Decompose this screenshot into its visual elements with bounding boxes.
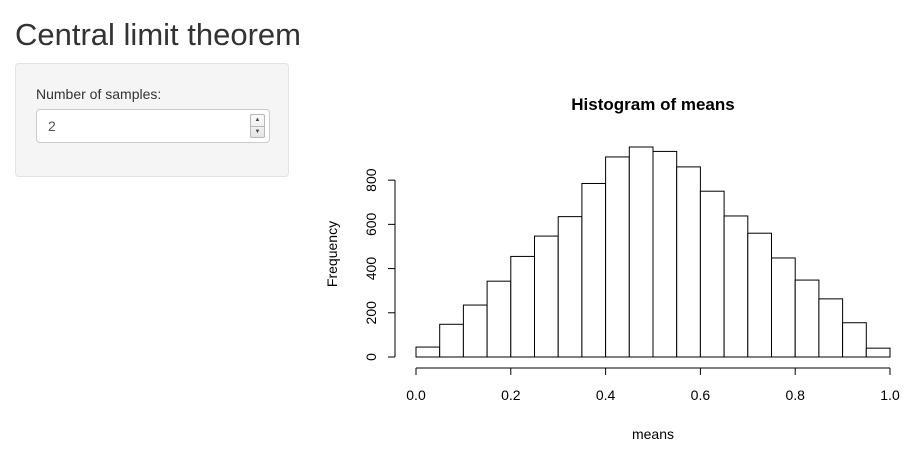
y-tick-label: 400 bbox=[363, 257, 379, 281]
histogram-bar bbox=[605, 156, 630, 358]
x-tick-label: 1.0 bbox=[880, 387, 900, 403]
histogram-bar bbox=[557, 216, 583, 358]
num-samples-input[interactable] bbox=[37, 110, 243, 142]
histogram-bar bbox=[676, 166, 701, 358]
histogram-bars bbox=[415, 146, 891, 358]
histogram-bar bbox=[771, 257, 796, 358]
x-tick-label: 0.8 bbox=[785, 387, 805, 403]
histogram-bar bbox=[534, 235, 559, 358]
histogram-bar bbox=[510, 255, 536, 358]
x-axis: 0.0 0.2 0.4 0.6 0.8 1.0 bbox=[406, 367, 900, 403]
histogram-bar bbox=[439, 323, 464, 358]
x-axis-label: means bbox=[632, 426, 674, 442]
x-tick-label: 0.6 bbox=[691, 387, 711, 403]
histogram-bar bbox=[842, 322, 867, 358]
histogram-bar bbox=[794, 279, 820, 358]
x-tick-label: 0.2 bbox=[501, 387, 521, 403]
histogram-bar bbox=[486, 280, 512, 358]
histogram-bar bbox=[462, 304, 488, 358]
histogram-bar bbox=[747, 232, 772, 358]
histogram-bar bbox=[652, 150, 678, 358]
page-title: Central limit theorem bbox=[15, 17, 301, 52]
y-tick-label: 600 bbox=[363, 212, 379, 236]
y-tick-label: 0 bbox=[363, 353, 379, 361]
chart-title: Histogram of means bbox=[571, 95, 734, 114]
x-tick-label: 0.4 bbox=[596, 387, 616, 403]
num-samples-input-wrapper: ▲ ▼ bbox=[36, 109, 270, 143]
x-tick-label: 0.0 bbox=[406, 387, 426, 403]
histogram-bar bbox=[818, 298, 844, 358]
histogram-bar bbox=[865, 347, 891, 358]
histogram-bar bbox=[415, 346, 441, 358]
sidebar-panel: Number of samples: ▲ ▼ bbox=[15, 63, 289, 177]
num-samples-spinner[interactable]: ▲ ▼ bbox=[250, 114, 265, 138]
histogram-bar bbox=[723, 215, 749, 358]
histogram-svg: Histogram of means Frequency means 0 200 4… bbox=[324, 95, 900, 442]
y-tick-label: 800 bbox=[363, 168, 379, 192]
num-samples-label: Number of samples: bbox=[36, 86, 162, 102]
spinner-down-icon[interactable]: ▼ bbox=[251, 125, 264, 138]
histogram-bar bbox=[581, 182, 607, 358]
spinner-up-icon[interactable]: ▲ bbox=[254, 117, 261, 124]
histogram-bar bbox=[699, 190, 725, 358]
y-tick-label: 200 bbox=[363, 301, 379, 325]
y-axis-label: Frequency bbox=[324, 221, 340, 287]
y-axis: 0 200 400 600 800 bbox=[363, 168, 396, 361]
histogram-bar bbox=[628, 146, 654, 358]
histogram-plot: Histogram of means Frequency means 0 200 4… bbox=[320, 85, 913, 460]
